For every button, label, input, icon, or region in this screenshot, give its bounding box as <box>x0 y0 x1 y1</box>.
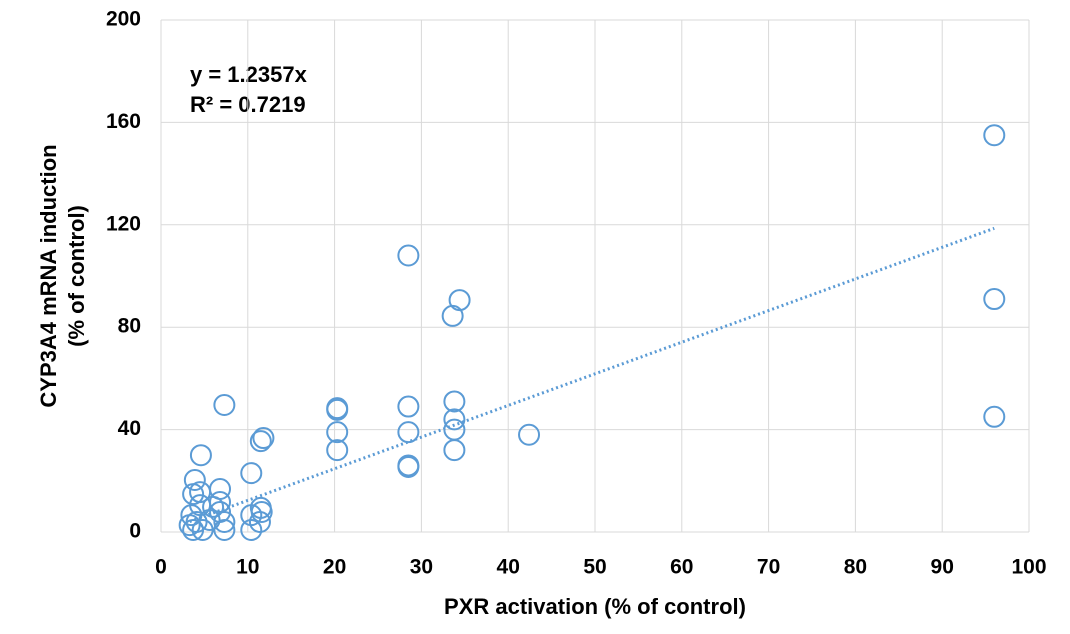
point <box>252 427 275 450</box>
x-tick-label: 90 <box>931 556 954 579</box>
point <box>443 408 466 431</box>
x-tick-label: 10 <box>236 556 259 579</box>
x-tick-label: 20 <box>323 556 346 579</box>
point <box>240 518 263 541</box>
point <box>198 508 221 531</box>
point <box>213 394 236 417</box>
point <box>249 430 272 453</box>
point <box>178 514 201 537</box>
point <box>326 398 349 421</box>
point <box>250 501 273 524</box>
point <box>182 518 205 541</box>
point <box>397 244 420 267</box>
y-tick-label: 200 <box>106 8 141 31</box>
x-tick-label: 50 <box>583 556 606 579</box>
x-tick-label: 100 <box>1011 556 1046 579</box>
y-tick-label: 160 <box>106 110 141 133</box>
x-tick-label: 80 <box>844 556 867 579</box>
y-axis-title: CYP3A4 mRNA induction <box>36 144 61 407</box>
point <box>397 421 420 444</box>
point <box>983 288 1006 311</box>
y-tick-label: 80 <box>118 315 141 338</box>
x-axis-title: PXR activation (% of control) <box>444 594 746 619</box>
point <box>443 390 466 413</box>
point <box>183 469 206 492</box>
point <box>983 124 1006 147</box>
x-tick-label: 30 <box>410 556 433 579</box>
x-tick-label: 40 <box>497 556 520 579</box>
point <box>983 405 1006 428</box>
y-axis-title: (% of control) <box>64 205 89 347</box>
point <box>397 455 420 478</box>
point <box>443 439 466 462</box>
y-tick-label: 120 <box>106 212 141 235</box>
point <box>189 444 212 467</box>
point <box>448 289 471 312</box>
point <box>213 511 236 534</box>
point <box>213 518 236 541</box>
point <box>189 481 212 504</box>
point <box>326 421 349 444</box>
point <box>518 423 541 446</box>
y-tick-label: 0 <box>129 520 141 543</box>
point <box>397 395 420 418</box>
point <box>441 304 464 327</box>
trendline <box>189 226 995 523</box>
point <box>326 397 349 420</box>
x-tick-label: 0 <box>155 556 167 579</box>
y-tick-label: 40 <box>118 417 141 440</box>
point <box>326 439 349 462</box>
trendline-equation: y = 1.2357x <box>190 62 308 87</box>
point <box>202 495 225 518</box>
point <box>240 504 263 527</box>
x-tick-label: 60 <box>670 556 693 579</box>
point <box>397 454 420 477</box>
x-tick-label: 70 <box>757 556 780 579</box>
point <box>240 462 263 485</box>
